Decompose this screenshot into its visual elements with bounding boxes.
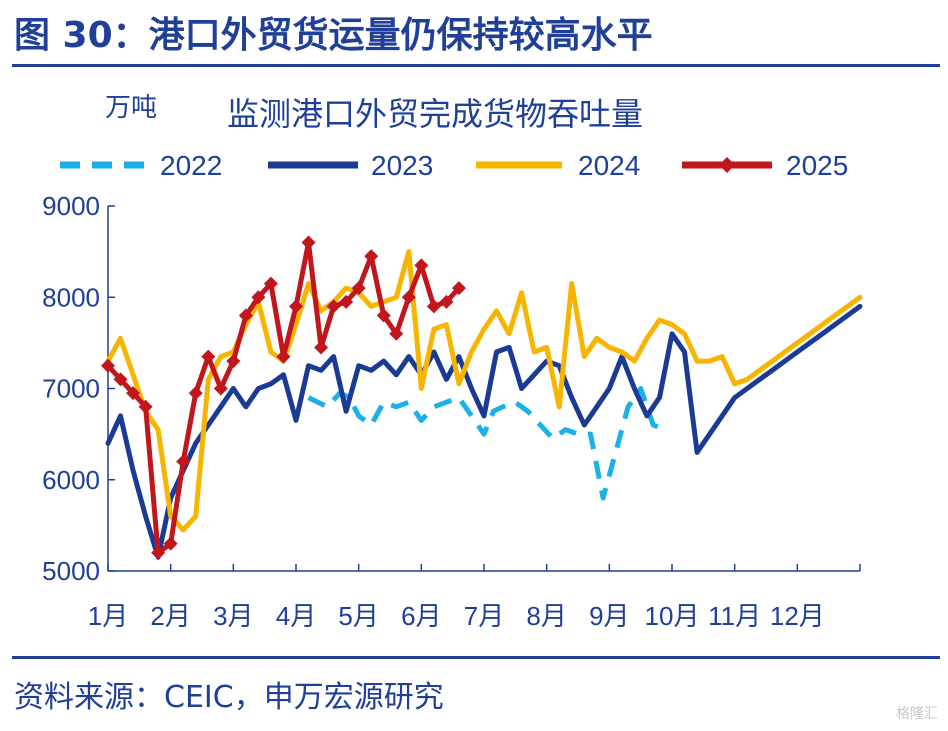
x-tick-label: 8月	[526, 601, 566, 631]
data-point-2025	[151, 545, 166, 560]
series-layer	[101, 235, 863, 560]
legend-label: 2024	[578, 150, 640, 181]
data-point-2025	[263, 276, 278, 291]
data-point-2025	[326, 299, 341, 314]
data-point-2025	[364, 249, 379, 264]
y-tick-label: 8000	[42, 282, 100, 312]
axes	[107, 205, 861, 572]
legend: 2022 2023 2024 2025	[60, 150, 848, 181]
data-point-2025	[126, 386, 141, 401]
y-tick-label: 9000	[42, 191, 100, 221]
title-rule	[12, 64, 940, 67]
x-tick-label: 11月	[708, 601, 761, 631]
data-point-2025	[101, 358, 115, 373]
data-point-2025	[339, 294, 354, 309]
x-tick-label: 12月	[770, 601, 825, 631]
legend-item-2023: 2023	[268, 150, 433, 181]
data-point-2025	[401, 290, 416, 305]
watermark: 格隆汇	[896, 706, 938, 722]
data-point-2025	[176, 454, 191, 469]
y-tick-label: 7000	[42, 374, 100, 404]
data-point-2025	[138, 399, 153, 414]
x-tick-label: 7月	[464, 601, 504, 631]
x-tick-label: 6月	[401, 601, 441, 631]
series-line-2022	[307, 386, 667, 501]
data-point-2025	[301, 235, 316, 250]
data-point-2025	[188, 386, 203, 401]
data-point-2025	[376, 308, 391, 323]
tick-labels: 5000 6000 7000 8000 9000 1月 2月 3月 4月 5月 6月 7月 8月 9月 10…	[42, 191, 825, 631]
data-point-2025	[289, 299, 303, 314]
data-point-2025	[276, 349, 291, 364]
data-point-2025	[163, 536, 178, 551]
data-point-2025	[414, 258, 429, 273]
x-tick-label: 9月	[589, 601, 629, 631]
legend-item-2024: 2024	[476, 150, 640, 181]
y-tick-label: 6000	[42, 465, 100, 495]
data-point-2025	[238, 308, 253, 323]
source-note: 资料来源：CEIC，申万宏源研究	[14, 680, 444, 715]
data-point-2025	[213, 381, 228, 396]
x-tick-label: 2月	[150, 601, 190, 631]
x-tick-label: 4月	[276, 601, 316, 631]
data-point-2025	[439, 294, 454, 309]
data-point-2025	[226, 354, 241, 369]
legend-label: 2023	[371, 150, 433, 181]
series-line-2023	[105, 303, 863, 560]
x-tick-label: 1月	[88, 601, 128, 631]
chart-area: 万吨 监测港口外贸完成货物吞吐量 2022 2023 2024 2025 5000 60…	[42, 93, 863, 631]
figure-title: 图 30：港口外贸货运量仍保持较高水平	[14, 15, 653, 56]
series-line-2025	[105, 240, 462, 556]
data-point-2025	[389, 326, 404, 341]
legend-item-2025: 2025	[682, 150, 848, 181]
y-tick-label: 5000	[42, 556, 100, 586]
legend-label: 2025	[786, 150, 848, 181]
legend-item-2022: 2022	[60, 150, 222, 181]
data-point-2025	[351, 281, 366, 296]
data-point-2025	[251, 290, 266, 305]
footer-rule	[12, 656, 940, 659]
data-point-2025	[451, 281, 466, 296]
data-point-2025	[314, 340, 329, 355]
legend-label: 2022	[160, 150, 222, 181]
unit-label: 万吨	[105, 93, 157, 123]
chart-title: 监测港口外贸完成货物吞吐量	[227, 95, 643, 133]
x-tick-label: 10月	[645, 601, 700, 631]
data-point-2025	[426, 299, 441, 314]
data-point-2025	[201, 349, 216, 364]
x-tick-label: 5月	[338, 601, 378, 631]
data-point-2025	[113, 372, 128, 387]
x-tick-label: 3月	[213, 601, 253, 631]
legend-marker	[719, 157, 735, 173]
